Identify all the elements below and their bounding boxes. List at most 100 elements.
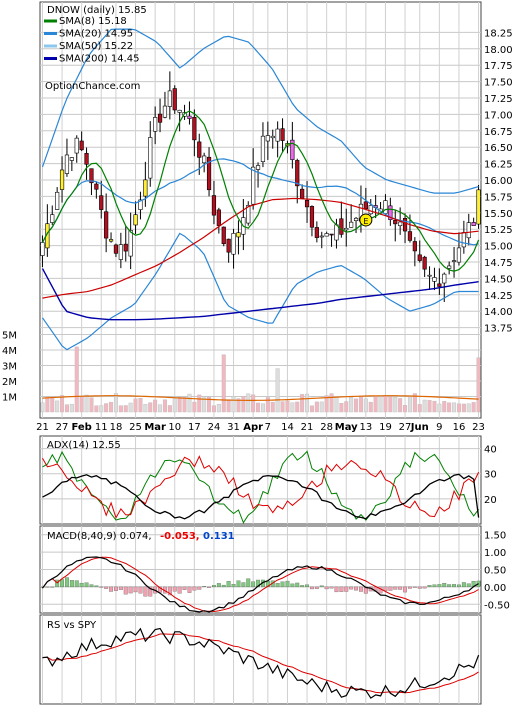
macd-histogram-bar: [295, 582, 300, 588]
x-axis-label: May: [335, 422, 358, 433]
candle-body: [202, 155, 207, 164]
candle-body: [148, 137, 153, 179]
candle-body: [192, 116, 197, 141]
candle-body: [393, 219, 398, 225]
macd-histogram-bar: [79, 582, 84, 588]
volume-bar: [368, 401, 373, 413]
candle-body: [353, 217, 359, 221]
legend-entry: SMA(200) 14.45: [59, 54, 140, 65]
candle-body: [99, 195, 104, 210]
macd-histogram-bar: [94, 585, 99, 588]
volume-bar: [280, 401, 285, 413]
macd-histogram-bar: [123, 586, 128, 595]
candle-body: [104, 211, 109, 239]
macd-histogram-bar: [50, 586, 55, 588]
volume-bar: [50, 397, 55, 413]
candle-body: [216, 209, 221, 226]
macd-histogram-bar: [358, 586, 363, 592]
watermark-text: OptionChance.com: [45, 81, 140, 92]
macd-histogram-bar: [202, 586, 207, 588]
macd-histogram-bar: [60, 579, 64, 588]
candle-body: [79, 140, 84, 151]
x-axis-label: 13: [359, 422, 372, 433]
x-axis-label: 18: [110, 422, 123, 433]
volume-bar: [211, 405, 216, 413]
volume-bar: [251, 394, 256, 413]
macd-histogram-bar: [133, 586, 138, 593]
macd-histogram-bar: [148, 586, 153, 597]
volume-bar: [447, 402, 452, 413]
volume-bar: [89, 397, 94, 413]
macd-histogram-bar: [197, 586, 202, 590]
candle-body: [300, 188, 305, 199]
price-tick-label: 16.75: [484, 127, 513, 138]
candle-body: [89, 168, 94, 184]
candle-body: [290, 139, 295, 160]
volume-bar: [133, 398, 138, 413]
volume-bar: [207, 396, 212, 413]
candle-body: [187, 115, 192, 119]
candle-body: [162, 105, 168, 118]
candle-body: [143, 179, 148, 197]
x-axis-label: Apr: [243, 422, 263, 433]
x-axis-label: 28: [320, 422, 333, 433]
macd-histogram-bar: [246, 578, 251, 588]
volume-bar: [358, 395, 363, 413]
volume-bar: [290, 402, 295, 413]
macd-histogram-bar: [65, 577, 69, 588]
volume-bar: [113, 393, 118, 413]
candle-body: [236, 232, 241, 238]
x-axis-label: Jun: [410, 422, 429, 433]
price-panel: [39, 1, 482, 419]
price-tick-label: 17.75: [484, 61, 513, 72]
price-tick-label: 15.00: [484, 242, 513, 253]
price-tick-label: 14.00: [484, 307, 513, 318]
macd-tick-label: 1.50: [484, 531, 506, 542]
macd-histogram-bar: [251, 581, 256, 588]
price-tick-label: 16.00: [484, 176, 513, 187]
volume-bar: [388, 396, 393, 413]
price-tick-label: 15.25: [484, 225, 513, 236]
volume-bar: [109, 401, 114, 413]
adx-di-minus-line: [42, 455, 480, 520]
candle-body: [422, 256, 427, 270]
volume-bar: [172, 398, 177, 413]
candle-body: [398, 221, 403, 227]
macd-histogram-bar: [461, 582, 466, 588]
volume-bar: [192, 401, 197, 413]
x-axis-label: Feb: [71, 422, 91, 433]
volume-bar: [476, 357, 481, 413]
macd-histogram-bar: [182, 586, 187, 590]
adx-di-plus-line: [42, 450, 480, 524]
macd-histogram-bar: [99, 586, 104, 588]
legend-entry: SMA(50) 15.22: [59, 41, 133, 52]
volume-bar: [60, 395, 65, 413]
volume-bar: [275, 368, 280, 413]
macd-tick-label: -0.50: [484, 600, 510, 611]
volume-bar: [432, 400, 437, 413]
adx-line: [42, 473, 480, 520]
macd-histogram-bar: [216, 583, 221, 588]
macd-histogram-bar: [143, 586, 148, 597]
candle-body: [128, 230, 133, 257]
x-axis-label: 31: [227, 422, 240, 433]
macd-histogram-bar: [114, 586, 118, 591]
volume-tick-label: 4M: [2, 346, 17, 357]
volume-bar: [378, 396, 383, 413]
macd-histogram-bar: [442, 582, 447, 588]
candle-body: [471, 222, 476, 226]
x-axis-label: 9: [436, 422, 442, 433]
macd-tick-label: 1.00: [484, 548, 506, 559]
macd-histogram-bar: [319, 585, 324, 588]
price-tick-label: 14.25: [484, 291, 513, 302]
candle-body: [270, 135, 275, 139]
earnings-marker-label: E: [363, 217, 368, 226]
candle-body: [334, 224, 339, 241]
macd-histogram-bar: [339, 586, 344, 592]
price-tick-label: 17.25: [484, 94, 513, 105]
candle-body: [442, 273, 447, 284]
adx-tick-label: 40: [484, 445, 497, 456]
macd-histogram-bar: [89, 584, 94, 588]
candle-body: [324, 233, 329, 237]
